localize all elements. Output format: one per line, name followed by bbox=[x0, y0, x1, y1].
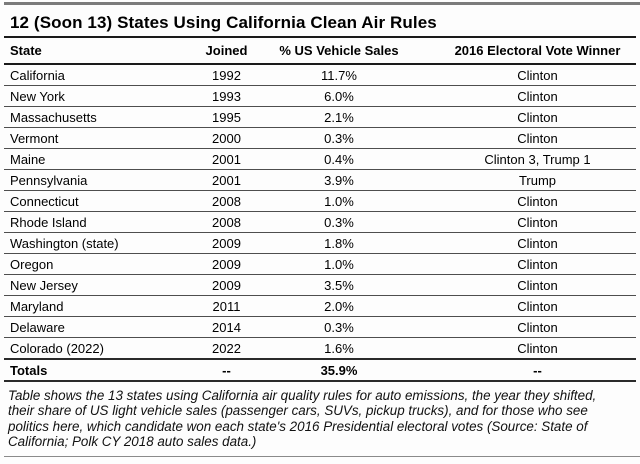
winner-cell: Clinton bbox=[409, 64, 636, 86]
state-cell: Oregon bbox=[4, 253, 184, 275]
title-divider bbox=[4, 36, 636, 38]
winner-cell: Clinton bbox=[409, 127, 636, 149]
state-cell: Washington (state) bbox=[4, 232, 184, 254]
state-cell: Maine bbox=[4, 148, 184, 170]
state-cell: Connecticut bbox=[4, 190, 184, 212]
column-header-electoral-winner: 2016 Electoral Vote Winner bbox=[409, 38, 636, 65]
sales-cell: 0.3% bbox=[269, 211, 409, 233]
sales-cell: 3.9% bbox=[269, 169, 409, 191]
totals-winner-cell: -- bbox=[409, 358, 636, 382]
table-row: Pennsylvania 2001 3.9% Trump bbox=[4, 169, 636, 191]
joined-cell: 2011 bbox=[184, 295, 269, 317]
sales-cell: 3.5% bbox=[269, 274, 409, 296]
state-cell: Massachusetts bbox=[4, 106, 184, 128]
winner-cell: Clinton bbox=[409, 232, 636, 254]
state-cell: New Jersey bbox=[4, 274, 184, 296]
sales-cell: 6.0% bbox=[269, 85, 409, 107]
column-header-vehicle-sales: % US Vehicle Sales bbox=[269, 38, 409, 65]
table-row: Maine 2001 0.4% Clinton 3, Trump 1 bbox=[4, 148, 636, 170]
table-row: Colorado (2022) 2022 1.6% Clinton bbox=[4, 337, 636, 360]
table-header: State Joined % US Vehicle Sales 2016 Ele… bbox=[4, 38, 636, 65]
bottom-divider bbox=[4, 456, 640, 457]
winner-cell: Clinton bbox=[409, 337, 636, 360]
state-cell: Rhode Island bbox=[4, 211, 184, 233]
winner-cell: Clinton bbox=[409, 295, 636, 317]
sales-cell: 0.4% bbox=[269, 148, 409, 170]
joined-cell: 2001 bbox=[184, 148, 269, 170]
state-cell: Vermont bbox=[4, 127, 184, 149]
winner-cell: Clinton 3, Trump 1 bbox=[409, 148, 636, 170]
table-row: Massachusetts 1995 2.1% Clinton bbox=[4, 106, 636, 128]
sales-cell: 0.3% bbox=[269, 316, 409, 338]
table-header-row: State Joined % US Vehicle Sales 2016 Ele… bbox=[4, 38, 636, 65]
table-row: New York 1993 6.0% Clinton bbox=[4, 85, 636, 107]
table-row: Connecticut 2008 1.0% Clinton bbox=[4, 190, 636, 212]
page-title: 12 (Soon 13) States Using California Cle… bbox=[10, 13, 437, 32]
winner-cell: Clinton bbox=[409, 85, 636, 107]
sales-cell: 1.6% bbox=[269, 337, 409, 360]
state-cell: Pennsylvania bbox=[4, 169, 184, 191]
winner-cell: Clinton bbox=[409, 274, 636, 296]
sales-cell: 1.8% bbox=[269, 232, 409, 254]
joined-cell: 2000 bbox=[184, 127, 269, 149]
joined-cell: 1995 bbox=[184, 106, 269, 128]
column-header-state: State bbox=[4, 38, 184, 65]
state-cell: Delaware bbox=[4, 316, 184, 338]
winner-cell: Clinton bbox=[409, 106, 636, 128]
table-row: Oregon 2009 1.0% Clinton bbox=[4, 253, 636, 275]
winner-cell: Clinton bbox=[409, 190, 636, 212]
totals-label-cell: Totals bbox=[4, 358, 184, 382]
totals-row: Totals -- 35.9% -- bbox=[4, 358, 636, 382]
column-header-joined: Joined bbox=[184, 38, 269, 65]
totals-joined-cell: -- bbox=[184, 358, 269, 382]
joined-cell: 2001 bbox=[184, 169, 269, 191]
joined-cell: 2008 bbox=[184, 211, 269, 233]
table-row: Washington (state) 2009 1.8% Clinton bbox=[4, 232, 636, 254]
joined-cell: 2009 bbox=[184, 253, 269, 275]
sales-cell: 0.3% bbox=[269, 127, 409, 149]
sales-cell: 1.0% bbox=[269, 253, 409, 275]
table-row: Maryland 2011 2.0% Clinton bbox=[4, 295, 636, 317]
sales-cell: 2.1% bbox=[269, 106, 409, 128]
state-cell: Colorado (2022) bbox=[4, 337, 184, 360]
table-totals: Totals -- 35.9% -- bbox=[4, 358, 636, 382]
winner-cell: Clinton bbox=[409, 316, 636, 338]
joined-cell: 2022 bbox=[184, 337, 269, 360]
joined-cell: 2014 bbox=[184, 316, 269, 338]
joined-cell: 1993 bbox=[184, 85, 269, 107]
table-body: California 1992 11.7% Clinton New York 1… bbox=[4, 64, 636, 360]
winner-cell: Trump bbox=[409, 169, 636, 191]
states-table: State Joined % US Vehicle Sales 2016 Ele… bbox=[4, 38, 636, 382]
state-cell: Maryland bbox=[4, 295, 184, 317]
table-footnote: Table shows the 13 states using Californ… bbox=[8, 388, 597, 449]
sales-cell: 1.0% bbox=[269, 190, 409, 212]
top-divider bbox=[4, 2, 640, 5]
joined-cell: 1992 bbox=[184, 64, 269, 86]
table-row: Vermont 2000 0.3% Clinton bbox=[4, 127, 636, 149]
table-row: California 1992 11.7% Clinton bbox=[4, 64, 636, 86]
sales-cell: 2.0% bbox=[269, 295, 409, 317]
sales-cell: 11.7% bbox=[269, 64, 409, 86]
table-row: Rhode Island 2008 0.3% Clinton bbox=[4, 211, 636, 233]
table-row: New Jersey 2009 3.5% Clinton bbox=[4, 274, 636, 296]
joined-cell: 2009 bbox=[184, 274, 269, 296]
state-cell: New York bbox=[4, 85, 184, 107]
totals-sales-cell: 35.9% bbox=[269, 358, 409, 382]
joined-cell: 2008 bbox=[184, 190, 269, 212]
winner-cell: Clinton bbox=[409, 211, 636, 233]
state-cell: California bbox=[4, 64, 184, 86]
table-row: Delaware 2014 0.3% Clinton bbox=[4, 316, 636, 338]
joined-cell: 2009 bbox=[184, 232, 269, 254]
winner-cell: Clinton bbox=[409, 253, 636, 275]
